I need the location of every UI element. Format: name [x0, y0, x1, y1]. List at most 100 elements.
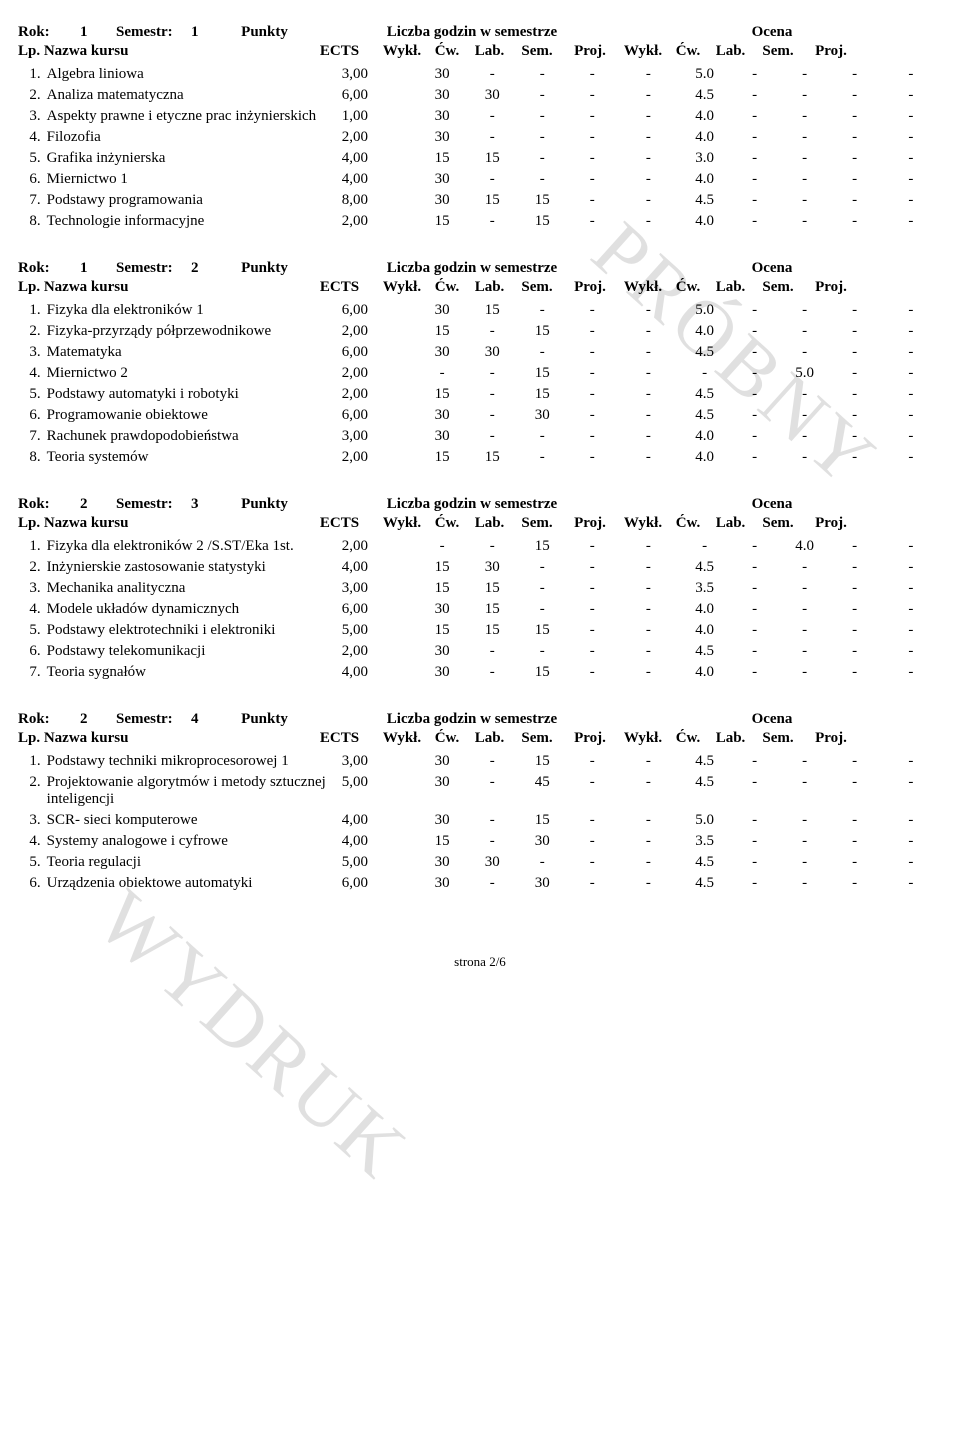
- cell-ects: 3,00: [334, 426, 417, 447]
- cell-name: Podstawy elektrotechniki i elektroniki: [45, 620, 334, 641]
- cell-hours: -: [467, 810, 517, 831]
- cell-grade: -: [830, 211, 880, 232]
- cell-grade: 4.5: [680, 772, 730, 810]
- cell-ects: 4,00: [334, 169, 417, 190]
- cell-hours: -: [517, 106, 567, 127]
- col-wykl-1: Wykł.: [377, 279, 427, 296]
- col-wykl-1: Wykł.: [377, 515, 427, 532]
- cell-grade: 4.0: [680, 447, 730, 468]
- cell-grade: -: [830, 810, 880, 831]
- cell-lp: 1.: [18, 536, 45, 557]
- cell-grade: 5.0: [780, 363, 830, 384]
- cell-grade: -: [730, 831, 780, 852]
- cell-grade: -: [880, 169, 942, 190]
- cell-grade: -: [880, 148, 942, 169]
- cell-hours: -: [567, 599, 617, 620]
- cell-hours: 15: [517, 363, 567, 384]
- cell-hours: 15: [417, 321, 467, 342]
- cell-hours: -: [617, 620, 679, 641]
- cell-grade: -: [830, 127, 880, 148]
- cell-lp: 7.: [18, 662, 45, 683]
- cell-grade: -: [880, 300, 942, 321]
- cell-grade: -: [830, 751, 880, 772]
- cell-ects: 4,00: [334, 810, 417, 831]
- cell-grade: 4.5: [680, 190, 730, 211]
- cell-grade: -: [780, 106, 830, 127]
- cell-hours: -: [617, 641, 679, 662]
- cell-hours: 15: [417, 384, 467, 405]
- ocena-label: Ocena: [642, 260, 902, 277]
- col-cw-2: Ćw.: [668, 279, 708, 296]
- table-row: 7.Teoria sygnałów4,0030-15--4.0----: [18, 662, 942, 683]
- semestr-label: Semestr:: [116, 496, 191, 513]
- cell-hours: -: [467, 831, 517, 852]
- col-sem-1: Sem.: [512, 43, 562, 60]
- cell-grade: -: [880, 211, 942, 232]
- cell-grade: -: [780, 342, 830, 363]
- cell-grade: -: [830, 363, 880, 384]
- cell-grade: -: [880, 557, 942, 578]
- cell-ects: 2,00: [334, 127, 417, 148]
- cell-grade: -: [830, 85, 880, 106]
- cell-grade: -: [880, 620, 942, 641]
- cell-hours: -: [567, 557, 617, 578]
- cell-hours: -: [517, 64, 567, 85]
- cell-grade: -: [780, 831, 830, 852]
- cell-grade: -: [830, 873, 880, 894]
- cell-ects: 6,00: [334, 873, 417, 894]
- cell-grade: 4.0: [680, 620, 730, 641]
- table-row: 2.Analiza matematyczna6,003030---4.5----: [18, 85, 942, 106]
- cell-name: Teoria sygnałów: [45, 662, 334, 683]
- cell-hours: 30: [417, 342, 467, 363]
- col-sem-2: Sem.: [753, 730, 803, 747]
- cell-grade: -: [830, 852, 880, 873]
- cell-hours: -: [467, 426, 517, 447]
- table-row: 3.Mechanika analityczna3,001515---3.5---…: [18, 578, 942, 599]
- col-lab-1: Lab.: [467, 279, 512, 296]
- table-row: 4.Filozofia2,0030----4.0----: [18, 127, 942, 148]
- cell-grade: -: [780, 426, 830, 447]
- cell-grade: -: [780, 578, 830, 599]
- cell-hours: 30: [517, 405, 567, 426]
- cell-hours: -: [567, 64, 617, 85]
- cell-grade: -: [780, 190, 830, 211]
- semester-header-row-2: Lp. Nazwa kursuECTSWykł.Ćw.Lab.Sem.Proj.…: [18, 43, 942, 60]
- cell-name: Inżynierskie zastosowanie statystyki: [45, 557, 334, 578]
- cell-name: Podstawy techniki mikroprocesorowej 1: [45, 751, 334, 772]
- semester-block: Rok:1Semestr:2PunktyLiczba godzin w seme…: [18, 260, 942, 468]
- course-table: 1.Podstawy techniki mikroprocesorowej 13…: [18, 751, 942, 894]
- cell-hours: 30: [417, 810, 467, 831]
- cell-grade: -: [780, 620, 830, 641]
- semestr-value: 3: [191, 496, 227, 513]
- col-proj-1: Proj.: [562, 279, 618, 296]
- cell-grade: 4.5: [680, 85, 730, 106]
- cell-name: Systemy analogowe i cyfrowe: [45, 831, 334, 852]
- cell-name: Programowanie obiektowe: [45, 405, 334, 426]
- cell-ects: 6,00: [334, 405, 417, 426]
- cell-grade: -: [680, 536, 730, 557]
- col-lab-1: Lab.: [467, 515, 512, 532]
- semester-block: Rok:1Semestr:1PunktyLiczba godzin w seme…: [18, 24, 942, 232]
- cell-grade: 4.0: [780, 536, 830, 557]
- cell-hours: -: [617, 64, 679, 85]
- cell-ects: 2,00: [334, 447, 417, 468]
- cell-grade: 4.5: [680, 405, 730, 426]
- cell-lp: 4.: [18, 831, 45, 852]
- col-wykl-1: Wykł.: [377, 730, 427, 747]
- cell-grade: -: [880, 321, 942, 342]
- table-row: 2.Fizyka-przyrządy półprzewodnikowe2,001…: [18, 321, 942, 342]
- cell-grade: -: [780, 557, 830, 578]
- cell-name: Matematyka: [45, 342, 334, 363]
- semestr-label: Semestr:: [116, 24, 191, 41]
- cell-name: Podstawy telekomunikacji: [45, 641, 334, 662]
- cell-hours: -: [567, 662, 617, 683]
- cell-hours: 30: [467, 557, 517, 578]
- cell-hours: -: [617, 578, 679, 599]
- cell-name: Mechanika analityczna: [45, 578, 334, 599]
- semester-header-row-2: Lp. Nazwa kursuECTSWykł.Ćw.Lab.Sem.Proj.…: [18, 515, 942, 532]
- cell-grade: -: [830, 641, 880, 662]
- cell-hours: 15: [417, 211, 467, 232]
- cell-hours: -: [467, 641, 517, 662]
- cell-grade: -: [880, 662, 942, 683]
- table-row: 3.Matematyka6,003030---4.5----: [18, 342, 942, 363]
